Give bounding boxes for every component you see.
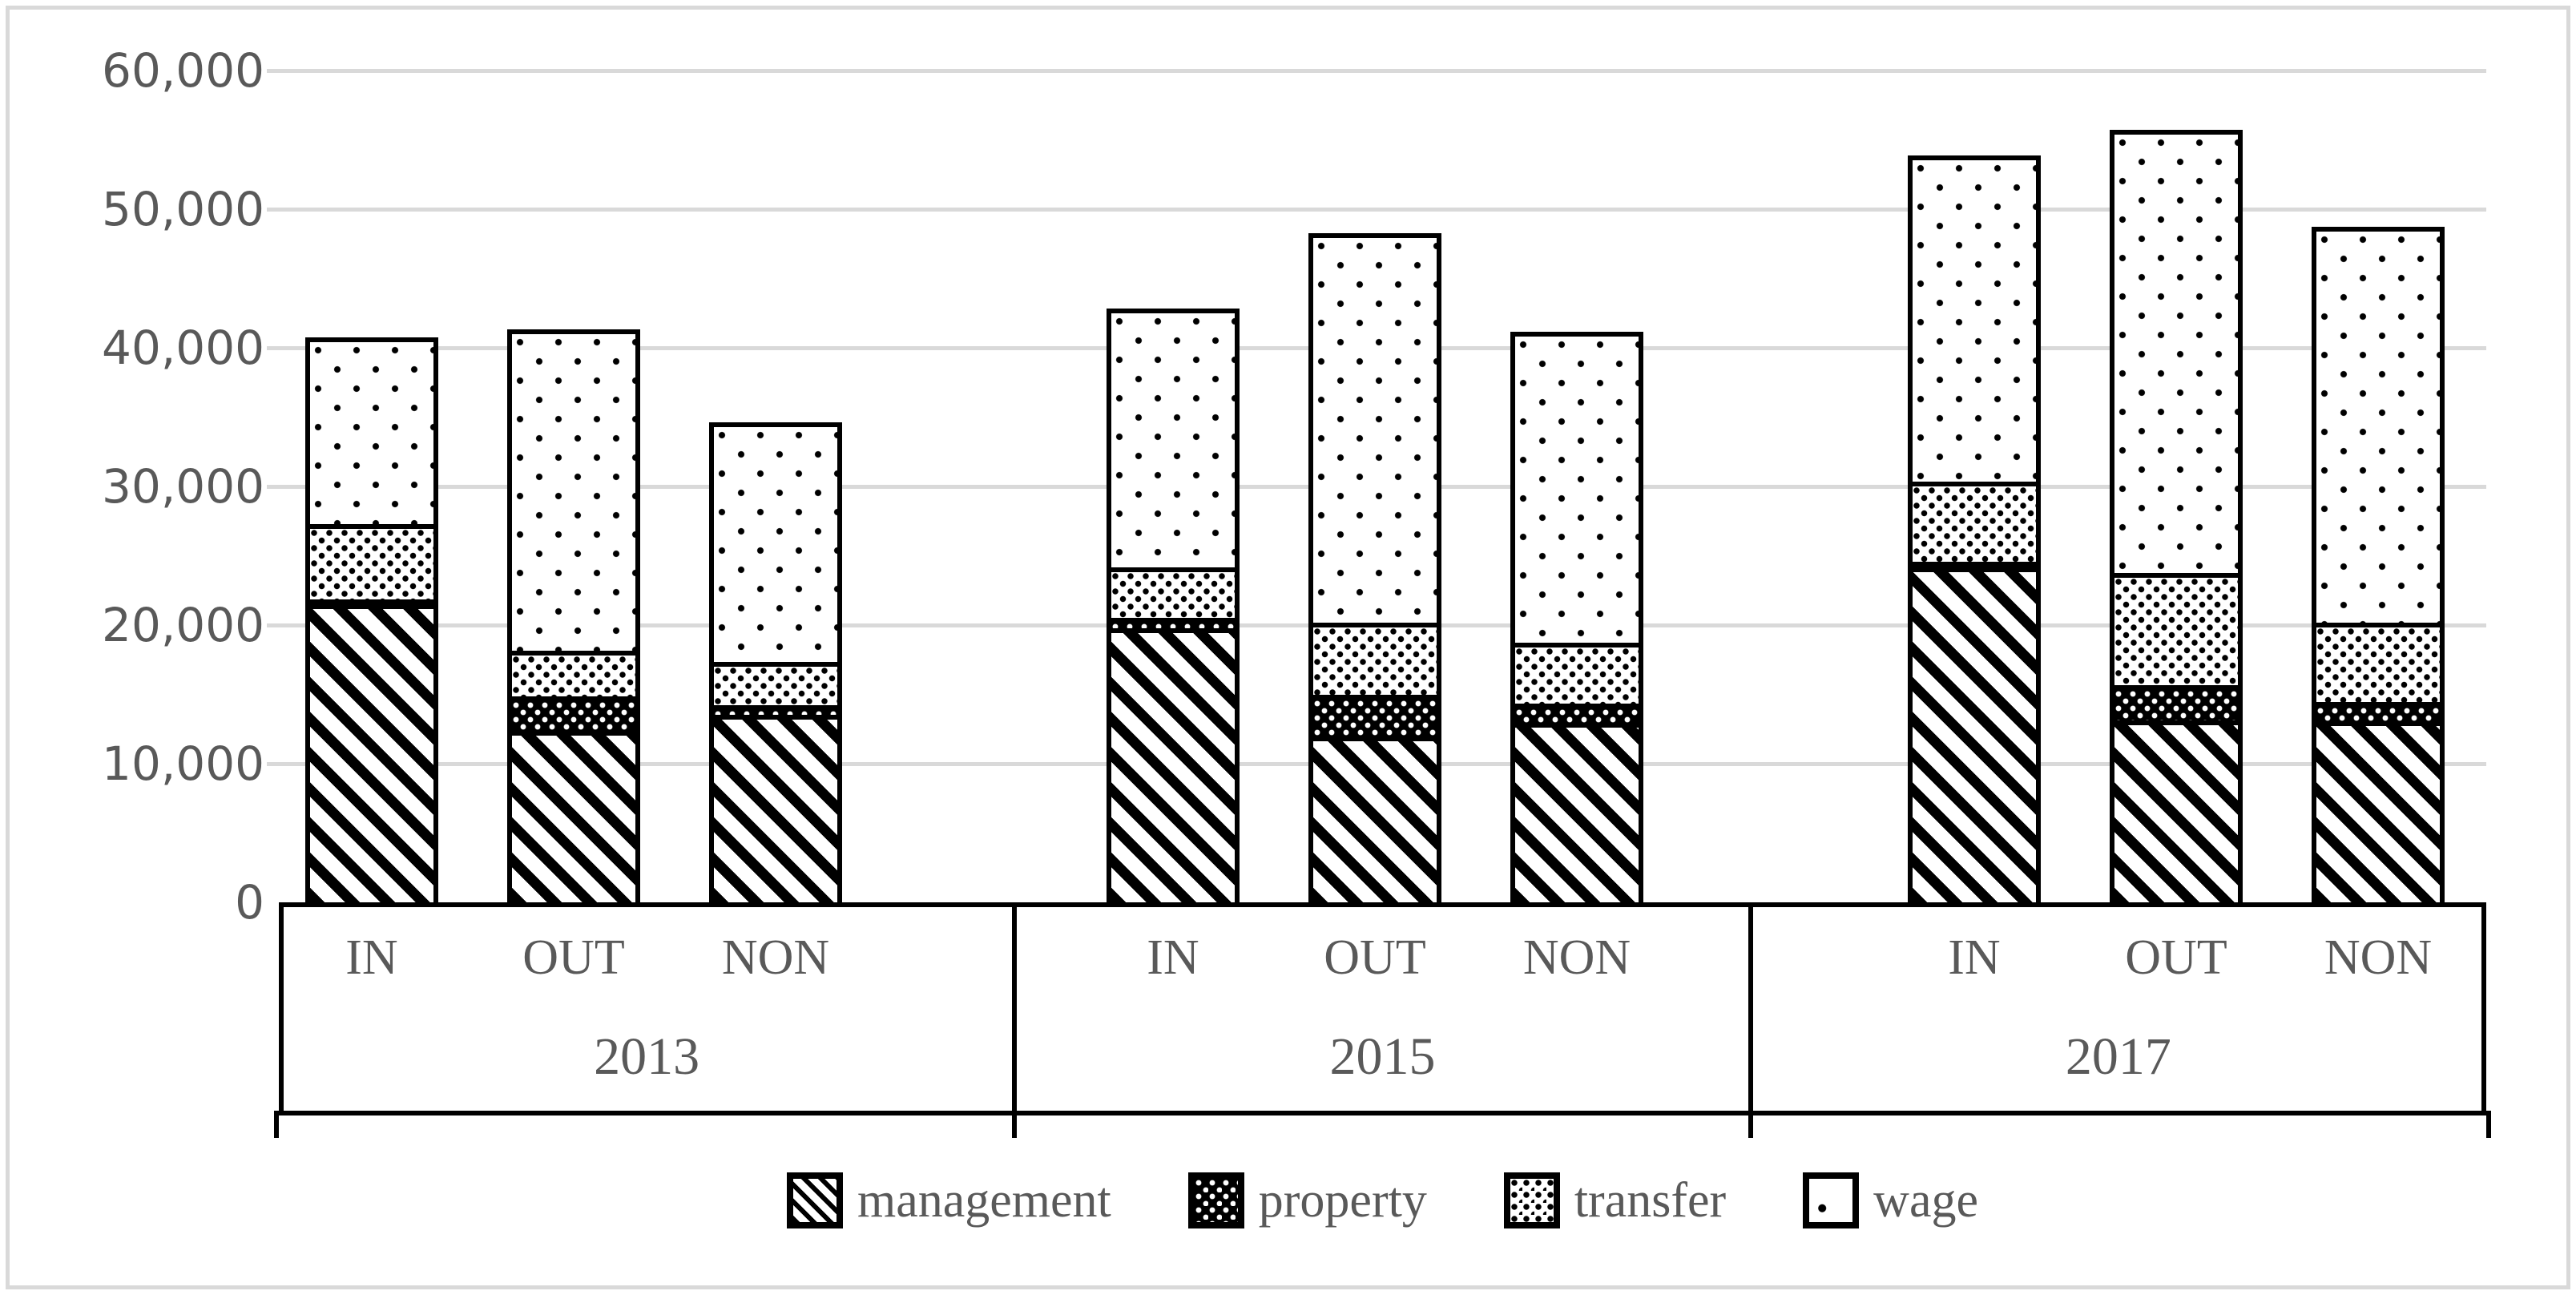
segment-property-2017-IN [1913,567,2036,573]
segment-wage-2017-IN [1913,160,2036,486]
segment-property-2017-NON [2316,707,2440,727]
axis-tick [1748,1111,1753,1138]
segment-management-2017-IN [1913,572,2036,902]
bar-2017-IN [1908,155,2041,907]
bar-2013-OUT [507,329,640,907]
category-label-2013-NON: NON [721,930,830,985]
y-axis-tick-label: 20,000 [102,598,264,652]
legend-item-transfer: transfer [1503,1172,1727,1228]
legend-item-management: management [787,1172,1111,1228]
y-axis-tick-label: 30,000 [102,459,264,514]
segment-property-2013-IN [310,603,433,609]
segment-property-2015-NON [1515,708,1639,728]
segment-transfer-2017-NON [2316,627,2440,708]
category-label-2015-IN: IN [1147,930,1199,985]
y-axis-tick-label: 40,000 [102,321,264,375]
segment-property-2015-IN [1111,622,1235,634]
y-axis-tick-label: 50,000 [102,182,264,236]
segment-wage-2013-IN [310,342,433,530]
legend-label: property [1258,1173,1427,1228]
transfer-swatch-icon [1503,1172,1560,1228]
segment-wage-2015-IN [1111,313,1235,573]
segment-wage-2017-NON [2316,231,2440,628]
category-label-2015-OUT: OUT [1324,930,1426,985]
category-label-2013-IN: IN [345,930,398,985]
segment-wage-2017-OUT [2114,134,2238,579]
segment-transfer-2015-IN [1111,572,1235,623]
segment-wage-2013-OUT [512,333,635,656]
segment-transfer-2017-OUT [2114,578,2238,691]
category-axis-box [279,902,2486,1115]
axis-tick [2486,1111,2491,1138]
y-axis-tick-label: 60,000 [102,43,264,98]
gridline-50000 [267,208,2486,212]
category-label-2017-NON: NON [2324,930,2433,985]
segment-transfer-2013-NON [714,666,837,710]
segment-management-2015-IN [1111,633,1235,902]
axis-tick [274,1111,279,1138]
category-label-2017-IN: IN [1948,930,2001,985]
y-axis-tick-label: 10,000 [102,736,264,791]
category-divider [1748,902,1753,1115]
legend-item-property: property [1187,1172,1427,1228]
segment-property-2013-OUT [512,701,635,736]
year-label-2017: 2017 [2065,1027,2171,1086]
bar-2015-OUT [1308,233,1441,907]
segment-management-2013-IN [310,608,433,902]
segment-property-2013-NON [714,709,837,720]
wage-swatch-icon [1803,1172,1860,1228]
segment-management-2013-OUT [512,736,635,902]
segment-transfer-2017-IN [1913,486,2036,567]
category-label-2013-OUT: OUT [522,930,625,985]
legend: management property transfer wage [279,1152,2486,1249]
segment-wage-2015-NON [1515,337,1639,648]
bar-2017-NON [2312,226,2445,907]
year-label-2013: 2013 [594,1027,700,1086]
segment-transfer-2015-NON [1515,647,1639,708]
segment-management-2017-NON [2316,726,2440,902]
segment-transfer-2015-OUT [1313,627,1437,700]
segment-wage-2015-OUT [1313,238,1437,628]
property-swatch-icon [1187,1172,1244,1228]
segment-management-2015-OUT [1313,741,1437,902]
bar-2015-NON [1510,332,1643,907]
category-label-2017-OUT: OUT [2125,930,2227,985]
segment-management-2017-OUT [2114,724,2238,902]
legend-label: management [857,1173,1111,1228]
segment-management-2015-NON [1515,728,1639,902]
category-label-2015-NON: NON [1522,930,1631,985]
legend-label: wage [1873,1173,1978,1228]
legend-label: transfer [1574,1173,1727,1228]
bar-2017-OUT [2110,129,2243,907]
gridline-60000 [267,69,2486,73]
bar-2013-NON [709,422,842,907]
management-swatch-icon [787,1172,844,1228]
bar-2015-IN [1107,308,1240,907]
axis-tick [1012,1111,1018,1138]
category-divider [1012,902,1018,1115]
segment-property-2015-OUT [1313,700,1437,742]
segment-transfer-2013-IN [310,529,433,604]
bar-2013-IN [305,337,438,907]
y-axis-tick-label: 0 [235,875,264,930]
segment-management-2013-NON [714,719,837,902]
legend-item-wage: wage [1803,1172,1978,1228]
segment-transfer-2013-OUT [512,656,635,702]
segment-property-2017-OUT [2114,690,2238,725]
year-label-2015: 2015 [1329,1027,1436,1086]
segment-wage-2013-NON [714,426,837,667]
